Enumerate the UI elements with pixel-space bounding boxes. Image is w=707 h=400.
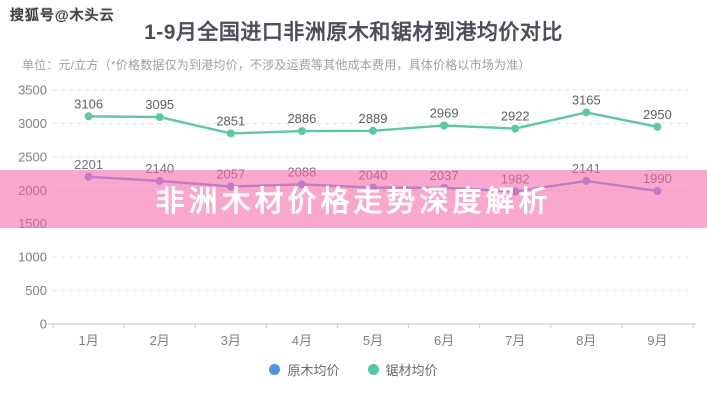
y-axis-tick-label: 3000	[18, 116, 47, 131]
data-label: 3106	[74, 96, 103, 111]
data-label: 2851	[216, 113, 245, 128]
legend-item-log-price[interactable]: 原木均价	[269, 360, 340, 379]
data-label: 2969	[430, 106, 459, 121]
legend-label-log-price: 原木均价	[287, 363, 340, 378]
y-axis-tick-label: 2500	[18, 149, 47, 164]
chart-unit-note: 单位：元/立方（*价格数据仅为到港均价，不涉及运费等其他成本费用，具体价格以市场…	[22, 58, 531, 72]
x-axis-tick-label: 6月	[434, 333, 454, 348]
data-point	[226, 129, 235, 138]
data-label: 2201	[74, 157, 103, 172]
promo-banner-overlay: 非洲木材价格走势深度解析	[0, 170, 707, 228]
y-axis-tick-label: 3500	[18, 83, 47, 98]
data-label: 3165	[572, 92, 601, 107]
chart-legend: 原木均价 锯材均价	[0, 360, 707, 379]
y-axis-tick-label: 500	[25, 283, 47, 298]
data-label: 2950	[643, 107, 672, 122]
data-point	[582, 108, 591, 117]
x-axis-tick-label: 4月	[292, 333, 312, 348]
watermark: 搜狐号@木头云	[10, 7, 115, 23]
x-axis-tick-label: 1月	[78, 333, 98, 348]
x-axis-tick-label: 7月	[505, 333, 525, 348]
legend-label-sawn-price: 锯材均价	[385, 363, 438, 378]
data-point	[369, 126, 377, 135]
data-label: 3095	[145, 97, 174, 112]
data-point	[155, 113, 164, 122]
page-title: 1-9月全国进口非洲原木和锯材到港均价对比	[144, 21, 563, 44]
x-axis-tick-label: 9月	[647, 333, 667, 348]
promo-banner-title: 非洲木材价格走势深度解析	[155, 186, 552, 218]
data-point	[440, 121, 449, 130]
y-axis-tick-label: 0	[40, 317, 47, 332]
data-point	[84, 112, 93, 121]
legend-marker-sawn-price-icon	[367, 364, 379, 375]
data-label: 2889	[359, 111, 388, 126]
data-label: 2886	[287, 111, 316, 126]
x-axis-tick-label: 3月	[221, 333, 241, 348]
x-axis-tick-label: 5月	[363, 333, 383, 348]
legend-marker-log-price-icon	[269, 364, 281, 375]
data-point	[297, 127, 306, 136]
data-point	[511, 124, 520, 133]
data-label: 2922	[501, 109, 530, 124]
x-axis-tick-label: 2月	[150, 333, 170, 348]
y-axis-tick-label: 1000	[18, 250, 47, 265]
x-axis-tick-label: 8月	[576, 333, 596, 348]
legend-item-sawn-price[interactable]: 锯材均价	[367, 360, 438, 379]
data-point	[653, 122, 662, 131]
